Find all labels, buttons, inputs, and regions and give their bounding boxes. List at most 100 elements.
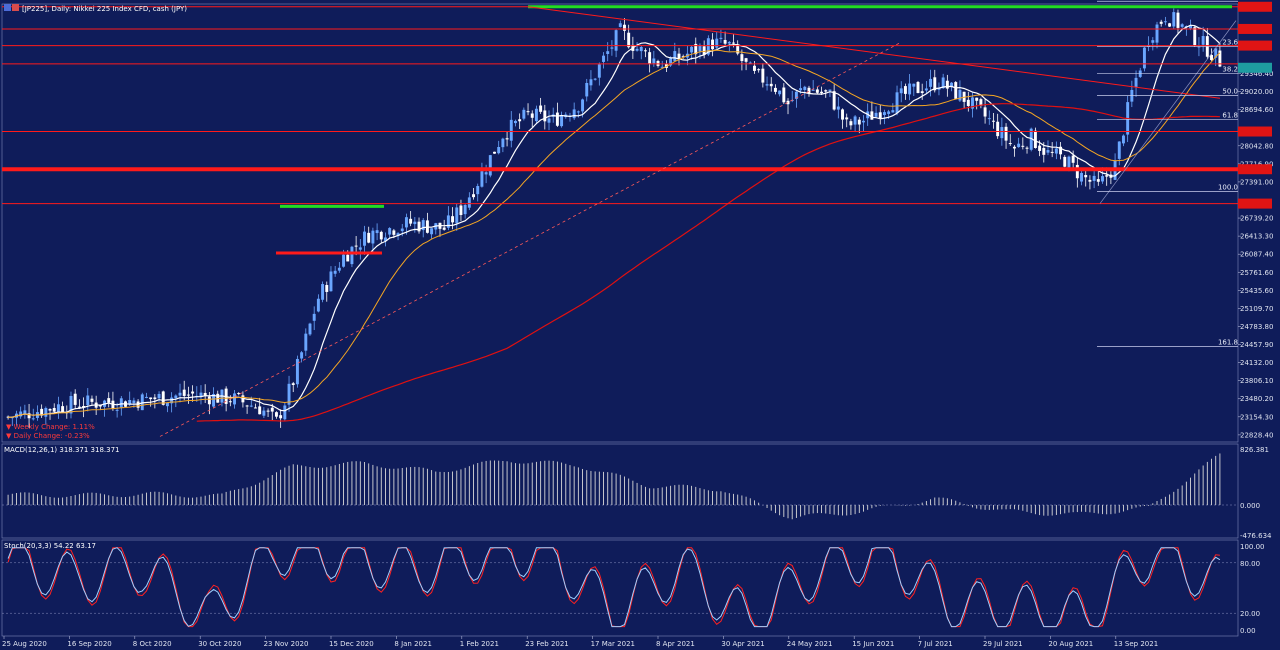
price-tick-label: 28042.80 xyxy=(1240,142,1273,150)
candle xyxy=(736,40,740,56)
candle xyxy=(782,83,786,105)
date-tick-label: 17 Mar 2021 xyxy=(591,640,635,648)
date-tick-label: 8 Jan 2021 xyxy=(394,640,432,648)
candle xyxy=(975,97,979,110)
candle-body xyxy=(811,89,815,91)
date-tick-label: 1 Feb 2021 xyxy=(460,640,499,648)
candle-body xyxy=(836,106,840,110)
candle-body xyxy=(342,254,346,267)
candles xyxy=(6,8,1222,428)
candle xyxy=(283,402,287,421)
candle-body xyxy=(614,30,618,51)
candle-body xyxy=(610,47,614,49)
candle-body xyxy=(786,100,790,105)
date-tick-label: 13 Sep 2021 xyxy=(1114,640,1158,648)
candle xyxy=(463,204,467,219)
candle xyxy=(203,384,207,403)
date-tick-label: 15 Dec 2020 xyxy=(329,640,374,648)
candle xyxy=(992,113,995,129)
candle xyxy=(434,222,438,235)
price-tick-label: 26413.30 xyxy=(1240,233,1273,241)
candle xyxy=(291,381,295,393)
candle-body xyxy=(484,172,488,175)
candle xyxy=(1054,141,1058,160)
candle-body xyxy=(467,197,471,208)
fib-label: 38.2 xyxy=(1222,65,1238,73)
candle xyxy=(753,61,756,74)
candle xyxy=(828,89,832,97)
candle-body xyxy=(329,271,333,292)
candle-body xyxy=(161,391,165,405)
candle xyxy=(694,37,698,64)
candle xyxy=(61,401,65,413)
candle xyxy=(404,213,408,235)
candle xyxy=(371,227,375,253)
candle-body xyxy=(472,194,475,198)
candle-body xyxy=(1172,12,1176,27)
candle xyxy=(333,265,337,277)
candle-body xyxy=(1075,164,1079,179)
candle-body xyxy=(966,99,970,106)
candle xyxy=(287,375,291,412)
candle-body xyxy=(1138,70,1142,77)
candle-body xyxy=(262,410,266,416)
candle-body xyxy=(1088,179,1092,182)
candle xyxy=(237,392,241,396)
candle xyxy=(493,151,496,154)
candle-body xyxy=(375,230,379,234)
candle xyxy=(518,113,522,129)
candle-body xyxy=(1059,146,1063,155)
candle-body xyxy=(643,50,647,52)
candle xyxy=(610,40,614,56)
candle-body xyxy=(384,237,387,242)
fast-ma-line xyxy=(8,24,1221,418)
candle-body xyxy=(497,146,501,154)
candle xyxy=(384,232,387,247)
candle-body xyxy=(107,398,111,403)
candle xyxy=(329,266,333,292)
stoch-panel-border xyxy=(1,539,1239,637)
candle xyxy=(337,262,341,273)
candle-body xyxy=(887,111,891,114)
candle xyxy=(1147,36,1151,52)
candle-body xyxy=(664,63,668,68)
candle-body xyxy=(31,418,35,420)
candle xyxy=(40,404,44,418)
candle-body xyxy=(778,90,782,95)
candle-body xyxy=(258,406,262,415)
candle xyxy=(174,394,178,408)
candle-body xyxy=(924,88,928,91)
candle-body xyxy=(333,270,337,274)
candle xyxy=(1163,16,1167,26)
candle-body xyxy=(73,393,77,405)
candle-body xyxy=(627,32,631,48)
candle-body xyxy=(1008,143,1012,145)
candle-body xyxy=(505,138,509,140)
candle-body xyxy=(1121,135,1125,144)
candle xyxy=(476,183,480,202)
candle xyxy=(1025,146,1029,154)
candle-body xyxy=(794,91,798,99)
candle xyxy=(1142,46,1146,72)
dotted-trend-line xyxy=(159,42,901,437)
candle-body xyxy=(1000,127,1004,139)
candle xyxy=(258,397,262,415)
candle-body xyxy=(354,245,358,247)
candle xyxy=(103,399,107,417)
price-tick-label: 26087.40 xyxy=(1240,251,1273,259)
candle xyxy=(769,77,773,92)
price-tick-label: 29346.40 xyxy=(1240,70,1273,78)
candle xyxy=(413,217,417,233)
candle-body xyxy=(996,121,1000,137)
candle-body xyxy=(782,87,786,103)
candle xyxy=(501,137,505,153)
candle xyxy=(509,111,513,148)
candle-body xyxy=(648,52,652,64)
macd-axis-label: 0.000 xyxy=(1240,502,1260,510)
candle-body xyxy=(1084,174,1088,178)
candle-body xyxy=(530,113,534,118)
price-tick-label: 23480.20 xyxy=(1240,395,1273,403)
candle-body xyxy=(1046,150,1050,153)
candle-body xyxy=(824,90,828,92)
